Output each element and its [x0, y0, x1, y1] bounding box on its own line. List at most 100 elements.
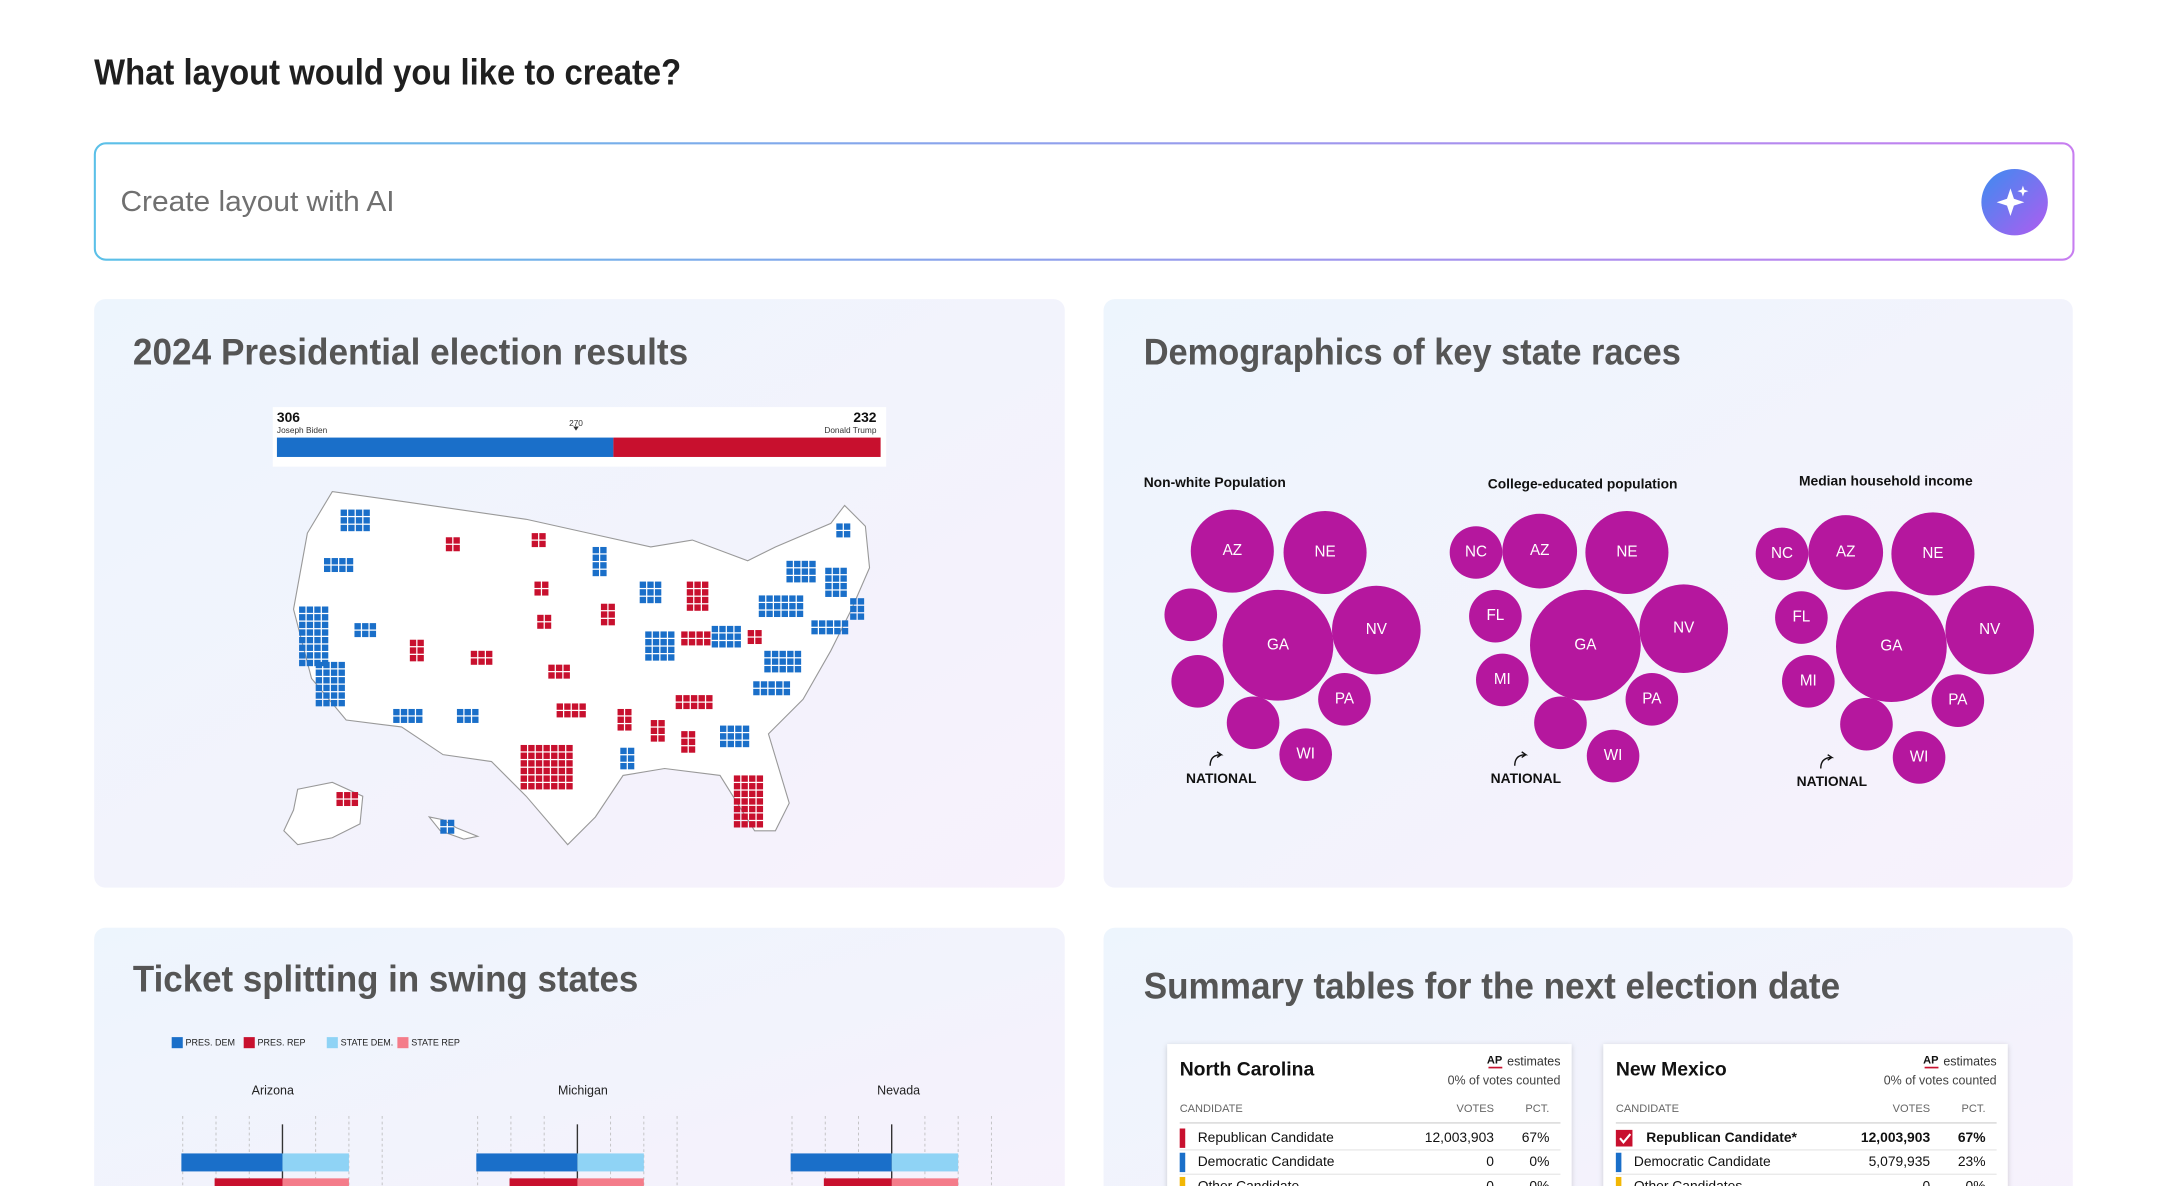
bubble-label: MI [1800, 672, 1817, 689]
ev-tile [323, 699, 330, 707]
ev-tile [776, 681, 783, 688]
ev-tile [306, 621, 314, 629]
ev-tile [340, 509, 347, 516]
ticket-preview: PRES. DEM PRES. REP STATE DEM. STATE REP Ari… [171, 1037, 992, 1186]
ev-tile [645, 631, 652, 638]
ev-tile [408, 716, 415, 723]
ev-tile [781, 610, 788, 618]
table-cell: Democratic Candidate [1634, 1153, 1771, 1169]
prompt-input[interactable] [93, 142, 2075, 261]
ev-tile [734, 641, 741, 648]
note-arrow [1209, 751, 1224, 766]
ev-tile [841, 627, 849, 635]
state-label: Nevada [877, 1083, 920, 1097]
ev-tile [753, 688, 760, 696]
bubble-label: AZ [1223, 542, 1242, 559]
ev-tile [416, 708, 423, 716]
ev-tile [756, 813, 764, 820]
ev-tile [733, 783, 741, 790]
ev-tile [331, 558, 338, 565]
ev-tile [363, 517, 370, 524]
ev-tile [836, 523, 843, 530]
source-note: estimates [1507, 1054, 1560, 1068]
ev-tile [809, 576, 816, 583]
ev-tile [600, 603, 608, 611]
ev-tile [299, 621, 306, 629]
ev-tile [836, 531, 843, 538]
ev-tile [766, 595, 773, 602]
generate-button[interactable] [1981, 168, 2048, 236]
ev-tile [764, 658, 771, 665]
ev-tile [783, 681, 791, 688]
ev-tile [520, 744, 527, 752]
ev-tile [686, 604, 694, 611]
ev-tile [321, 636, 329, 644]
ev-tile [369, 623, 377, 630]
table-state: North Carolina [1180, 1058, 1315, 1080]
state-bubble [1171, 654, 1224, 708]
ev-tile [756, 783, 764, 790]
column-header: CANDIDATE [1180, 1103, 1243, 1115]
ev-tile [369, 630, 377, 638]
ev-tile [766, 603, 773, 610]
summary-table [1167, 1044, 1572, 1186]
ev-tile [704, 631, 711, 638]
bubble-label: NC [1771, 545, 1793, 562]
ev-tile [324, 558, 331, 565]
ev-tile [681, 631, 688, 638]
state-bubble [1782, 654, 1835, 708]
ev-tile [339, 565, 346, 573]
ev-tile [660, 654, 667, 661]
ev-tile [453, 544, 460, 552]
ev-tile [720, 733, 727, 740]
ev-tile [299, 606, 306, 613]
ev-tile [323, 677, 330, 684]
ev-tile [592, 546, 599, 554]
ev-tile [336, 799, 343, 807]
ev-tile [620, 747, 627, 755]
ev-tile [660, 631, 667, 638]
ev-tile [566, 744, 573, 752]
ev-tile [551, 783, 558, 790]
card-title: Demographics of key state races [1144, 330, 1681, 372]
ev-tile [400, 708, 408, 716]
ev-tile [741, 775, 748, 782]
ev-tile [658, 720, 665, 727]
dem-votes: 306 [277, 409, 300, 425]
ev-tile [783, 688, 791, 696]
ev-tile [668, 631, 675, 638]
ev-tile [650, 727, 658, 735]
ev-tile [539, 533, 546, 540]
ev-tile [531, 533, 539, 540]
threshold-label: 270 [569, 418, 583, 428]
split-bar [476, 1153, 578, 1172]
template-card[interactable] [94, 927, 1065, 1186]
ev-tile [747, 630, 755, 637]
ev-tile [843, 523, 851, 530]
ev-tile [486, 650, 493, 658]
state-bubble [1469, 589, 1522, 643]
ev-tile [639, 581, 647, 588]
panel-title: Non-white Population [1144, 474, 1286, 490]
bubble-label: WI [1910, 748, 1929, 765]
split-bar [891, 1153, 959, 1172]
ev-tile [608, 618, 615, 626]
legend-label: PRES. REP [258, 1038, 306, 1048]
ev-tile [681, 731, 688, 738]
ev-tile [850, 613, 857, 620]
ev-tile [346, 558, 354, 565]
ev-tile [566, 783, 573, 790]
ev-tile [535, 783, 543, 790]
bubble-label: FL [1793, 609, 1811, 626]
ev-tile [520, 783, 527, 790]
ev-tile [520, 752, 527, 759]
ev-tile [755, 637, 762, 645]
table-cell: Democratic Candidate [1198, 1153, 1335, 1169]
ev-tile [686, 596, 694, 604]
ev-tile [330, 661, 338, 669]
bubble-label: NV [1673, 620, 1695, 637]
ev-tile [787, 658, 794, 665]
ev-tile [683, 702, 690, 710]
ev-tile [528, 752, 535, 759]
ev-tile [354, 623, 361, 630]
